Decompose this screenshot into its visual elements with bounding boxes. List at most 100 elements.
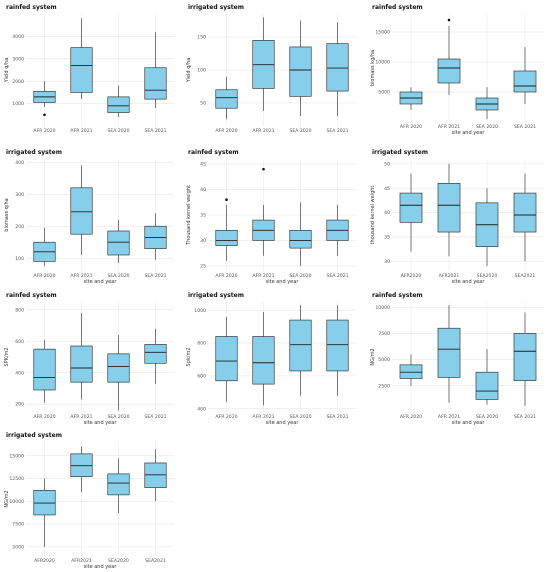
box-iqr — [513, 333, 537, 381]
chart-panel-2: irrigated system 50 100 150 Yield q/ha AFR 20… — [186, 4, 356, 134]
y-tick-label: 150 — [197, 35, 206, 41]
y-tick-label: 35 — [200, 213, 206, 219]
x-tick-label: AFR 2021 — [252, 128, 274, 134]
x-axis-label: site and year — [84, 564, 118, 570]
x-tick-label: SEA 2020 — [289, 273, 311, 279]
y-tick-label: 4000 — [12, 34, 24, 40]
x-tick-label: SEA 2020 — [476, 414, 498, 420]
y-tick-label: 15000 — [9, 453, 24, 459]
y-tick-label: 5000 — [378, 357, 390, 363]
x-tick-label: SEA 2021 — [144, 128, 166, 134]
chart-panel-10: irrigated system 5000 7500 10000 12500 15000 N… — [4, 432, 174, 570]
y-tick-label: 15000 — [375, 30, 390, 36]
outlier-point — [43, 113, 46, 117]
box-iqr — [289, 229, 312, 249]
box-iqr — [107, 473, 130, 496]
y-tick-label: 35 — [384, 235, 390, 241]
y-tick-label: 50 — [384, 161, 390, 167]
y-tick-label: 10000 — [9, 499, 24, 505]
x-tick-label: AFR 2021 — [438, 414, 460, 420]
y-axis-label: biomass q/ha — [4, 198, 10, 231]
x-tick-label: SEA 2020 — [289, 414, 311, 420]
y-tick-label: 7500 — [12, 522, 24, 528]
x-tick-label: SEA 2020 — [107, 273, 129, 279]
box-iqr — [326, 43, 349, 92]
chart-panel-4: irrigated system 100 200 300 400 biomass q/ha… — [4, 149, 174, 285]
x-tick-label: SEA 2020 — [107, 128, 129, 134]
chart-title: rainfed system — [6, 4, 57, 11]
y-tick-label: 200 — [15, 224, 24, 230]
y-tick-label: 12500 — [9, 476, 24, 482]
x-axis-label: site and year — [84, 420, 118, 426]
x-tick-label: AFR2020 — [401, 273, 422, 279]
box-iqr — [289, 319, 312, 372]
y-tick-label: 7500 — [378, 331, 390, 337]
chart-panel-7: rainfed system 200 400 600 800 SPK/m2 AFR 2020… — [4, 292, 174, 426]
x-tick-label: SEA2021 — [145, 558, 166, 564]
chart-panel-6: irrigated system 30 35 40 45 50 thousand kerne… — [370, 149, 544, 285]
box-iqr — [326, 319, 349, 372]
outlier-point — [447, 18, 451, 22]
x-axis-label: site and year — [452, 130, 486, 136]
box-iqr — [70, 47, 93, 93]
x-axis-label: site and year — [266, 420, 300, 426]
chart-title: rainfed system — [6, 292, 57, 299]
chart-title: rainfed system — [372, 4, 423, 11]
y-axis-label: NG/m2 — [370, 348, 376, 365]
x-tick-label: SEA 2021 — [144, 414, 166, 420]
box-iqr — [70, 187, 93, 235]
y-axis-label: Yield q/ha — [4, 58, 10, 84]
x-tick-label: AFR 2021 — [70, 414, 92, 420]
y-axis-label: Spk/m2 — [186, 348, 192, 367]
chart-title: irrigated system — [6, 149, 62, 156]
outlier-point — [225, 198, 228, 202]
x-tick-label: SEA 2021 — [514, 124, 536, 130]
x-tick-label: SEA 2021 — [326, 128, 348, 134]
x-tick-label: SEA 2021 — [144, 273, 166, 279]
x-tick-label: SEA 2020 — [476, 124, 498, 130]
box-iqr — [399, 364, 423, 379]
box-iqr — [437, 327, 461, 378]
chart-title: irrigated system — [188, 4, 244, 11]
y-tick-label: 5000 — [12, 544, 24, 550]
x-tick-label: SEA 2021 — [326, 273, 348, 279]
box-iqr — [107, 230, 130, 256]
y-tick-label: 400 — [15, 160, 24, 166]
x-tick-label: SEA2020 — [108, 558, 129, 564]
x-tick-label: AFR2021 — [71, 558, 92, 564]
y-tick-label: 30 — [200, 238, 206, 244]
x-tick-label: AFR 2020 — [33, 414, 55, 420]
y-axis-label: biomass kg/ha — [370, 50, 376, 86]
x-tick-label: AFR 2020 — [215, 414, 237, 420]
y-tick-label: 2000 — [12, 79, 24, 85]
y-axis-label: thousand kernel weight — [370, 186, 376, 245]
y-tick-label: 40 — [200, 187, 206, 193]
chart-title: irrigated system — [188, 292, 244, 299]
y-axis-label: SPK/m2 — [4, 347, 10, 366]
outlier-point — [262, 167, 265, 171]
x-tick-label: AFR 2020 — [400, 414, 422, 420]
box-iqr — [144, 344, 167, 364]
x-tick-label: AFR 2021 — [70, 128, 92, 134]
y-tick-label: 100 — [15, 256, 24, 262]
x-axis-label: site and year — [266, 279, 300, 285]
y-tick-label: 1000 — [194, 308, 206, 314]
box-iqr — [70, 453, 93, 477]
chart-panel-3: rainfed system 5000 10000 15000 biomass kg/h… — [370, 4, 544, 136]
box-iqr — [252, 336, 275, 385]
y-tick-label: 25 — [200, 264, 206, 270]
box-iqr — [437, 183, 461, 233]
y-tick-label: 45 — [384, 186, 390, 192]
box-iqr — [144, 67, 167, 100]
x-tick-label: AFR 2020 — [215, 273, 237, 279]
x-tick-label: SEA 2020 — [289, 128, 311, 134]
x-tick-label: AFR 2021 — [70, 273, 92, 279]
x-tick-label: AFR 2020 — [215, 128, 237, 134]
y-tick-label: 40 — [384, 210, 390, 216]
chart-panel-8: irrigated system 400 600 800 1000 Spk/m2 AFR 2… — [186, 292, 356, 426]
y-axis-label: Thousand kernel weight — [186, 185, 192, 246]
x-tick-label: AFR 2020 — [400, 124, 422, 130]
y-tick-label: 600 — [15, 339, 24, 345]
x-tick-label: AFR 2020 — [33, 128, 55, 134]
